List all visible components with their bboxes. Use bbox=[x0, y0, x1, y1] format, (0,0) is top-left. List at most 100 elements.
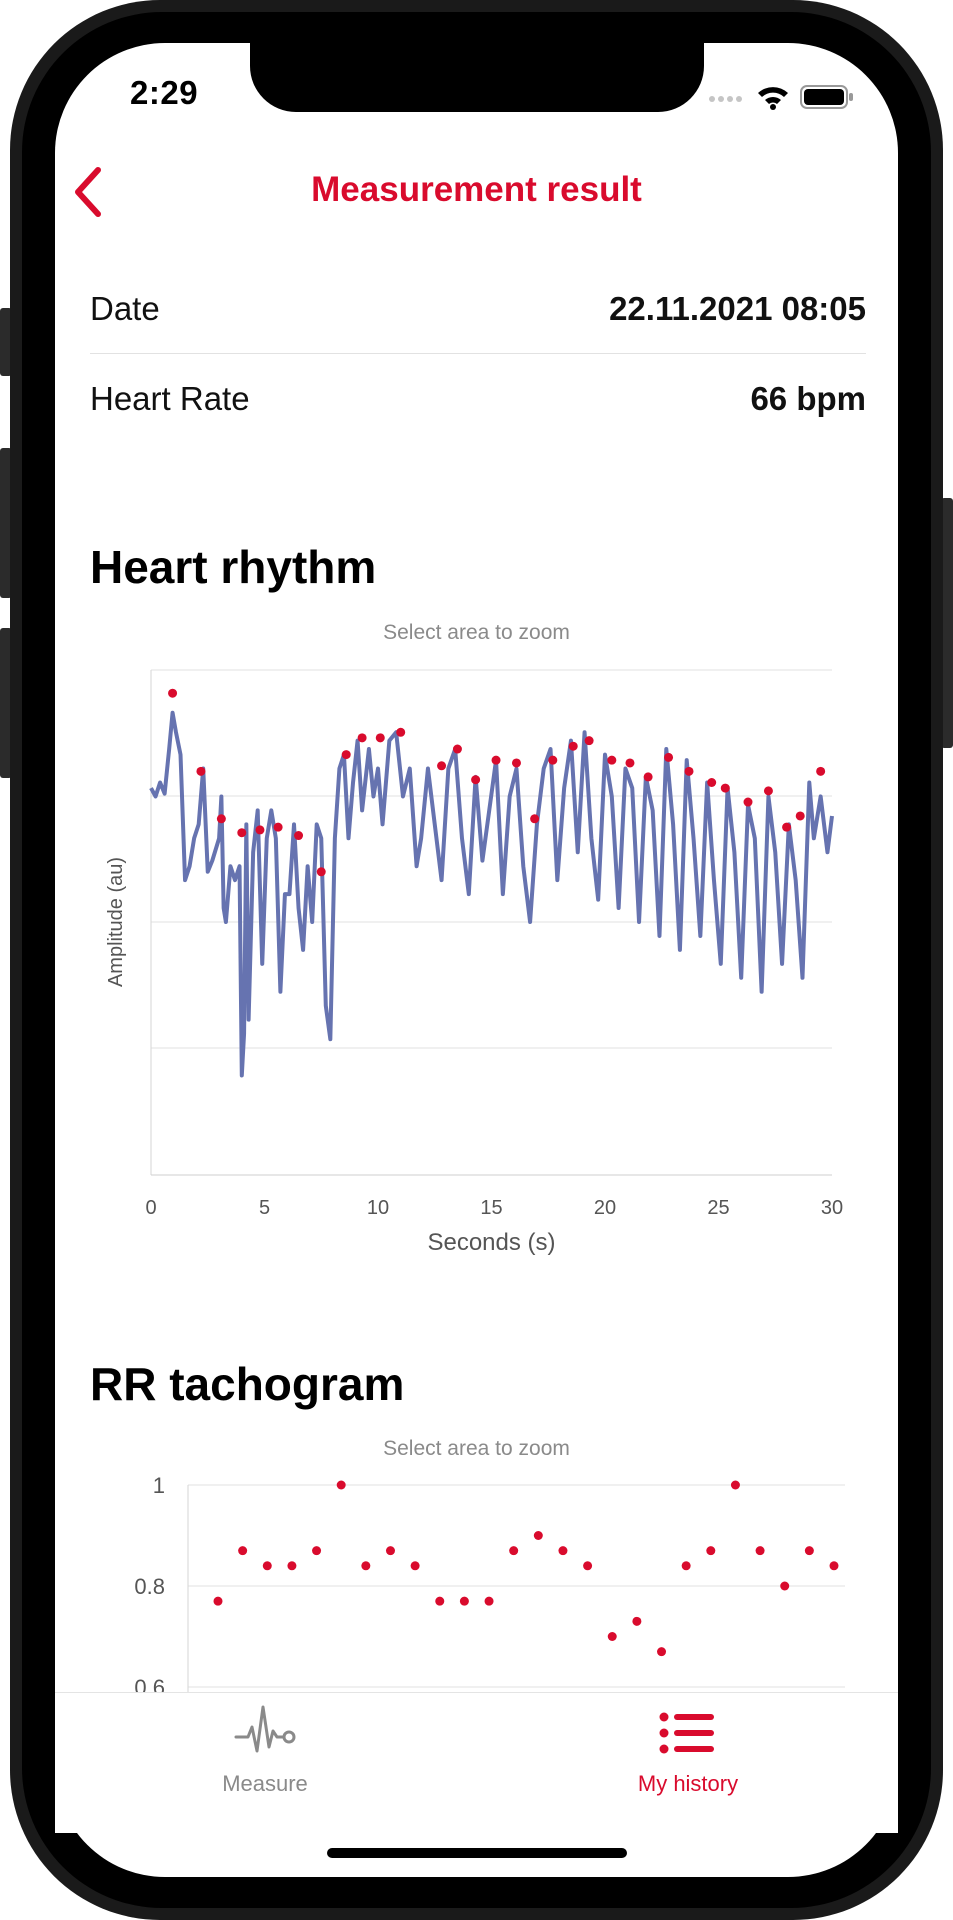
rr-point bbox=[262, 1561, 272, 1571]
page-title: Measurement result bbox=[311, 170, 642, 209]
rr-point bbox=[410, 1561, 420, 1571]
x-axis-label: Seconds (s) bbox=[427, 1229, 555, 1256]
peak-marker bbox=[763, 786, 773, 796]
rr-point bbox=[829, 1561, 839, 1571]
peak-marker bbox=[341, 750, 351, 760]
back-button[interactable] bbox=[66, 164, 116, 220]
rr-point bbox=[484, 1596, 494, 1606]
rr-point bbox=[583, 1561, 593, 1571]
divider bbox=[90, 353, 866, 354]
status-icons bbox=[708, 82, 854, 112]
rr-point bbox=[213, 1596, 223, 1606]
y-tick-label: 0.6 bbox=[134, 1675, 165, 1692]
heart-rate-label: Heart Rate bbox=[90, 380, 250, 417]
x-tick-label: 20 bbox=[594, 1197, 616, 1219]
peak-marker bbox=[664, 752, 674, 762]
x-tick-label: 10 bbox=[367, 1197, 389, 1219]
rr-point bbox=[385, 1546, 395, 1556]
heart-rate-value: 66 bpm bbox=[750, 380, 866, 417]
y-axis-label: Amplitude (au) bbox=[105, 857, 127, 987]
rr-point bbox=[730, 1480, 740, 1490]
peak-marker bbox=[511, 758, 521, 768]
rr-point bbox=[804, 1546, 814, 1556]
heart-rate-row: Heart Rate 66 bpm bbox=[90, 369, 866, 429]
heart-rhythm-title: Heart rhythm bbox=[90, 541, 377, 593]
y-tick-label: 0.8 bbox=[134, 1574, 165, 1599]
peak-marker bbox=[375, 733, 385, 743]
rr-point bbox=[780, 1581, 790, 1591]
battery-icon bbox=[800, 85, 853, 109]
rr-tachogram-chart[interactable]: 1 0.8 0.6 bbox=[0, 1460, 953, 1692]
peak-marker bbox=[491, 755, 501, 765]
rr-point bbox=[238, 1546, 248, 1556]
peak-marker bbox=[684, 766, 694, 776]
peak-marker bbox=[568, 741, 578, 751]
ecg-pulse-icon bbox=[234, 1705, 296, 1753]
peak-marker bbox=[720, 783, 730, 793]
peak-marker bbox=[316, 867, 326, 877]
peak-marker bbox=[625, 758, 635, 768]
peak-marker bbox=[743, 797, 753, 807]
home-indicator bbox=[327, 1848, 627, 1858]
cellular-signal-icon bbox=[709, 96, 742, 102]
rr-point bbox=[681, 1561, 691, 1571]
peak-marker bbox=[437, 761, 447, 771]
peak-marker bbox=[357, 733, 367, 743]
heart-rhythm-chart[interactable]: 0 5 10 15 20 25 30 Seconds (s) Amplitude (au) bbox=[0, 650, 953, 1260]
date-label: Date bbox=[90, 290, 160, 327]
rr-point bbox=[755, 1546, 765, 1556]
rr-point bbox=[312, 1546, 322, 1556]
rr-point bbox=[533, 1531, 543, 1540]
peak-marker bbox=[795, 811, 805, 821]
tab-measure[interactable]: Measure bbox=[155, 1693, 375, 1813]
status-time: 2:29 bbox=[130, 74, 199, 111]
y-tick-label: 1 bbox=[153, 1473, 165, 1498]
peak-marker bbox=[396, 727, 406, 737]
rr-point bbox=[706, 1546, 716, 1556]
x-tick-label: 30 bbox=[821, 1197, 843, 1219]
notch bbox=[250, 38, 704, 112]
screen bbox=[55, 43, 898, 1877]
ecg-series-line bbox=[149, 710, 834, 1078]
peak-marker bbox=[196, 766, 206, 776]
peak-marker bbox=[471, 775, 481, 785]
tab-measure-label: Measure bbox=[222, 1771, 308, 1796]
peak-marker bbox=[816, 766, 826, 776]
wifi-icon bbox=[758, 87, 788, 110]
peak-marker bbox=[643, 772, 653, 782]
rr-point bbox=[361, 1561, 371, 1571]
rr-tachogram-title: RR tachogram bbox=[90, 1358, 405, 1410]
peak-marker bbox=[255, 825, 265, 835]
peak-marker bbox=[452, 744, 462, 754]
tab-bar: Measure My history bbox=[55, 1692, 898, 1833]
date-row: Date 22.11.2021 08:05 bbox=[90, 279, 866, 339]
x-tick-label: 25 bbox=[707, 1197, 729, 1219]
tab-my-history[interactable]: My history bbox=[578, 1693, 798, 1813]
rr-point bbox=[287, 1561, 297, 1571]
rr-point bbox=[509, 1546, 519, 1556]
tab-my-history-label: My history bbox=[637, 1771, 739, 1796]
peak-marker bbox=[584, 736, 594, 746]
heart-rhythm-zoom-hint: Select area to zoom bbox=[383, 621, 570, 644]
peak-marker bbox=[216, 814, 226, 824]
peak-marker bbox=[607, 755, 617, 765]
rr-point bbox=[336, 1480, 346, 1490]
date-value: 22.11.2021 08:05 bbox=[609, 290, 866, 327]
peak-marker bbox=[782, 822, 792, 832]
peak-marker bbox=[168, 688, 178, 698]
peak-marker bbox=[294, 831, 304, 841]
peak-marker bbox=[530, 814, 540, 824]
x-tick-label: 0 bbox=[145, 1197, 156, 1219]
chevron-left-icon bbox=[75, 167, 101, 217]
rr-point bbox=[607, 1632, 617, 1641]
list-icon bbox=[659, 1712, 714, 1754]
x-tick-label: 15 bbox=[480, 1197, 502, 1219]
peak-marker bbox=[707, 778, 717, 787]
rr-point bbox=[657, 1647, 667, 1657]
x-tick-label: 5 bbox=[259, 1197, 270, 1219]
peak-marker bbox=[273, 822, 283, 832]
rr-point bbox=[558, 1546, 568, 1556]
peak-marker bbox=[548, 755, 558, 765]
rr-point bbox=[435, 1596, 445, 1606]
rr-tachogram-zoom-hint: Select area to zoom bbox=[383, 1437, 570, 1460]
